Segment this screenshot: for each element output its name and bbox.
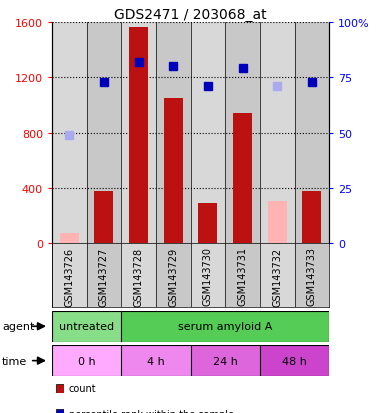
Text: GSM143727: GSM143727 — [99, 247, 109, 306]
Bar — [268, 202, 287, 244]
Text: GSM143733: GSM143733 — [307, 247, 317, 306]
Text: count: count — [69, 383, 97, 393]
Bar — [129, 28, 148, 244]
Text: GSM143731: GSM143731 — [238, 247, 248, 306]
Text: untreated: untreated — [59, 321, 114, 332]
Bar — [302, 191, 321, 244]
Text: agent: agent — [2, 321, 34, 332]
Text: GSM143729: GSM143729 — [168, 247, 178, 306]
Bar — [87, 23, 121, 244]
Text: GSM143726: GSM143726 — [64, 247, 74, 306]
Bar — [233, 114, 252, 244]
Bar — [260, 23, 295, 244]
Bar — [60, 233, 79, 244]
Bar — [225, 23, 260, 244]
Bar — [295, 244, 329, 308]
Bar — [225, 244, 260, 308]
Bar — [87, 244, 121, 308]
Bar — [191, 244, 225, 308]
Title: GDS2471 / 203068_at: GDS2471 / 203068_at — [114, 8, 267, 22]
Bar — [295, 23, 329, 244]
Bar — [94, 191, 114, 244]
Bar — [156, 244, 191, 308]
Bar — [198, 204, 218, 244]
Bar — [164, 99, 183, 244]
Text: 4 h: 4 h — [147, 356, 165, 366]
Text: 24 h: 24 h — [213, 356, 238, 366]
Text: 48 h: 48 h — [282, 356, 307, 366]
Text: time: time — [2, 356, 27, 366]
Text: percentile rank within the sample: percentile rank within the sample — [69, 409, 234, 413]
Bar — [260, 244, 295, 308]
Bar — [191, 23, 225, 244]
Bar — [121, 23, 156, 244]
Bar — [121, 244, 156, 308]
Text: GSM143732: GSM143732 — [272, 247, 282, 306]
Text: GSM143730: GSM143730 — [203, 247, 213, 306]
Bar — [52, 23, 87, 244]
Text: 0 h: 0 h — [78, 356, 95, 366]
Text: serum amyloid A: serum amyloid A — [178, 321, 273, 332]
Bar — [52, 244, 87, 308]
Text: GSM143728: GSM143728 — [134, 247, 144, 306]
Bar — [156, 23, 191, 244]
